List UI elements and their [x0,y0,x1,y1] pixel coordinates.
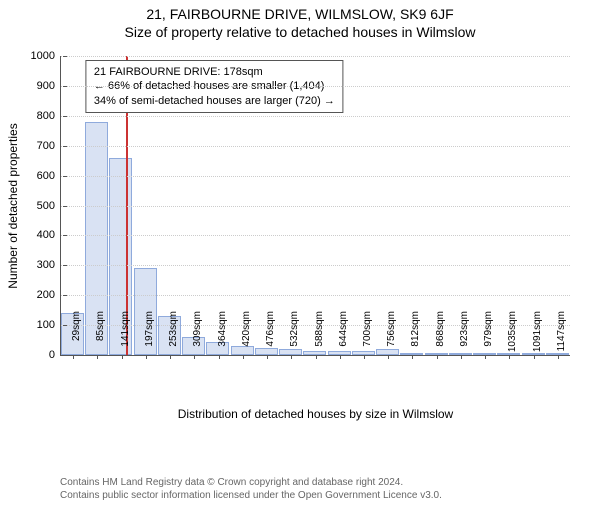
gridline [61,86,570,87]
y-tick-label: 1000 [31,50,61,62]
x-tick-label: 1035sqm [507,311,518,361]
gridline [61,206,570,207]
gridline [61,176,570,177]
x-tick-label: 812sqm [410,311,421,361]
gridline [61,116,570,117]
x-tick-label: 141sqm [120,311,131,361]
y-tick-label: 600 [37,170,61,182]
x-tick-label: 644sqm [338,311,349,361]
x-tick-label: 700sqm [362,311,373,361]
y-tick-label: 300 [37,259,61,271]
page-title-desc: Size of property relative to detached ho… [0,24,600,40]
x-tick-label: 420sqm [241,311,252,361]
y-tick-label: 700 [37,140,61,152]
gridline [61,56,570,57]
gridline [61,146,570,147]
plot-area: Number of detached properties 21 FAIRBOU… [60,56,570,356]
x-tick-label: 923sqm [459,311,470,361]
x-tick-label: 1147sqm [556,311,567,361]
y-tick-label: 400 [37,229,61,241]
x-tick-label: 309sqm [192,311,203,361]
x-tick-label: 29sqm [71,311,82,361]
y-tick-label: 800 [37,110,61,122]
page-title-address: 21, FAIRBOURNE DRIVE, WILMSLOW, SK9 6JF [0,6,600,22]
x-tick-label: 756sqm [386,311,397,361]
x-tick-label: 868sqm [435,311,446,361]
x-tick-label: 979sqm [483,311,494,361]
y-axis-label: Number of detached properties [6,123,20,288]
x-tick-label: 85sqm [95,311,106,361]
gridline [61,235,570,236]
annotation-line3: 34% of semi-detached houses are larger (… [94,94,335,108]
x-tick-label: 253sqm [168,311,179,361]
x-tick-label: 364sqm [217,311,228,361]
y-tick-label: 900 [37,80,61,92]
x-axis-label: Distribution of detached houses by size … [61,407,570,421]
gridline [61,265,570,266]
chart-container: Number of detached properties 21 FAIRBOU… [0,46,600,446]
footer-attribution: Contains HM Land Registry data © Crown c… [60,477,442,502]
footer-line2: Contains public sector information licen… [60,490,442,503]
y-tick-label: 100 [37,319,61,331]
y-tick-label: 0 [49,349,61,361]
y-tick-label: 500 [37,200,61,212]
gridline [61,295,570,296]
x-tick-label: 588sqm [314,311,325,361]
annotation-line1: 21 FAIRBOURNE DRIVE: 178sqm [94,65,335,79]
x-tick-label: 532sqm [289,311,300,361]
x-tick-label: 476sqm [265,311,276,361]
x-tick-label: 197sqm [144,311,155,361]
x-tick-label: 1091sqm [532,311,543,361]
y-tick-label: 200 [37,289,61,301]
footer-line1: Contains HM Land Registry data © Crown c… [60,477,442,490]
